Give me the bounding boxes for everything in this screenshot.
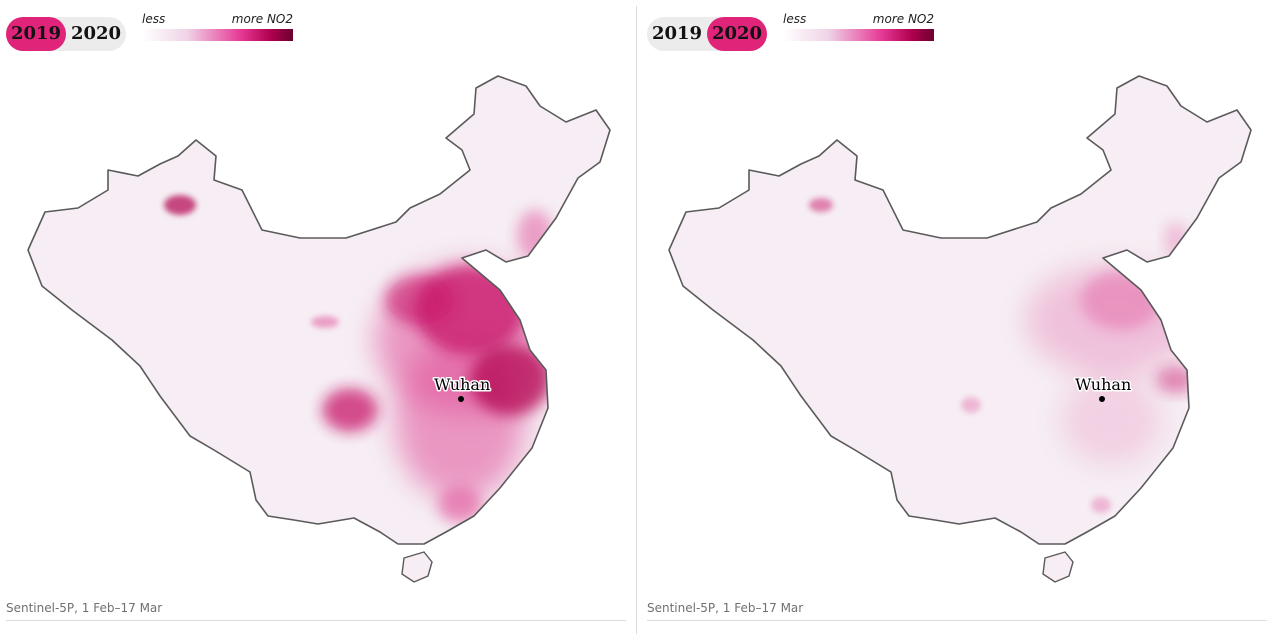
panel-divider [636, 6, 637, 634]
source-credit: Sentinel-5P, 1 Feb–17 Mar [6, 601, 163, 615]
year-toggle-2019-option[interactable]: 2019 [651, 23, 703, 44]
hainan-island [401, 551, 433, 583]
china-border [668, 75, 1252, 545]
legend-high-label: more NO2 [872, 12, 934, 26]
china-border [27, 75, 611, 545]
bottom-divider [647, 620, 1267, 621]
legend-gradient-bar [783, 29, 934, 41]
map-panel-2020: 2019 2020 less more NO2 Wuhan Sentin [641, 0, 1273, 640]
source-credit: Sentinel-5P, 1 Feb–17 Mar [647, 601, 804, 615]
china-landmass [669, 76, 1251, 544]
bottom-divider [6, 620, 626, 621]
legend-gradient-bar [142, 29, 293, 41]
legend-low-label: less [783, 12, 807, 26]
wuhan-city-label: Wuhan [434, 375, 490, 394]
year-toggle[interactable]: 2019 2020 [647, 17, 767, 51]
year-toggle-2020-option[interactable]: 2020 [70, 23, 122, 44]
china-no2-map: Wuhan [668, 75, 1252, 583]
china-landmass [28, 76, 610, 544]
wuhan-city-marker [458, 396, 464, 402]
hainan-island [1042, 551, 1074, 583]
china-no2-map: Wuhan [27, 75, 611, 583]
legend-high-label: more NO2 [231, 12, 293, 26]
wuhan-city-marker [1099, 396, 1105, 402]
legend-low-label: less [142, 12, 166, 26]
map-panel-2019: 2019 2020 less more NO2 [0, 0, 632, 640]
year-toggle[interactable]: 2019 2020 [6, 17, 126, 51]
year-toggle-2020-option[interactable]: 2020 [707, 17, 767, 51]
wuhan-city-label: Wuhan [1075, 375, 1131, 394]
no2-concentration-layer [164, 195, 565, 523]
year-toggle-2019-option[interactable]: 2019 [6, 17, 66, 51]
